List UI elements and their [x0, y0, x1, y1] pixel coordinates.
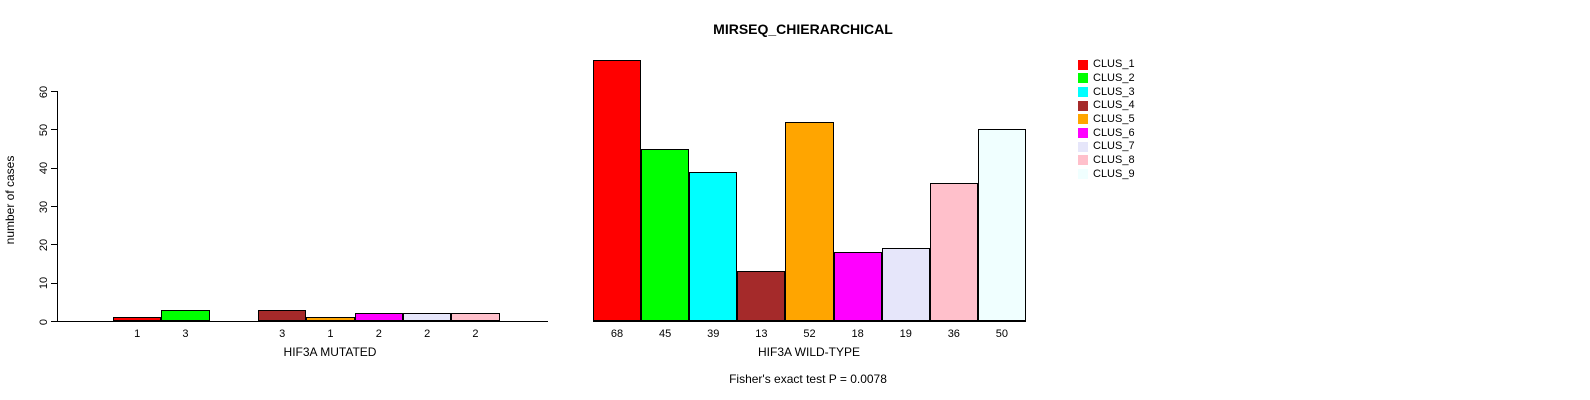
legend-swatch-clus_1: [1078, 59, 1088, 70]
y-tick-0: [51, 321, 57, 322]
bar-wildtype-clus_2: [641, 148, 690, 321]
bar-label-mutated-clus_7: 2: [424, 328, 431, 340]
legend-row-clus_2: CLUS_2: [1078, 72, 1135, 86]
legend-label-clus_6: CLUS_6: [1093, 126, 1135, 139]
bar-label-wildtype-clus_5: 52: [803, 328, 816, 340]
legend-label-clus_1: CLUS_1: [1093, 58, 1135, 71]
y-tick-label-40: 40: [38, 162, 50, 175]
legend-row-clus_3: CLUS_3: [1078, 85, 1135, 99]
y-tick-60: [51, 91, 57, 93]
bar-wildtype-clus_9: [977, 129, 1026, 321]
x-axis-label-wildtype: HIF3A WILD-TYPE: [757, 345, 861, 359]
legend-swatch-clus_2: [1078, 73, 1088, 84]
bar-label-wildtype-clus_9: 50: [995, 328, 1009, 340]
bar-label-mutated-clus_8: 2: [472, 328, 479, 340]
bar-wildtype-clus_6: [833, 252, 882, 321]
legend-row-clus_8: CLUS_8: [1078, 154, 1135, 168]
bar-label-mutated-clus_4: 3: [279, 328, 286, 340]
bar-label-mutated-clus_5: 1: [327, 328, 334, 340]
y-tick-20: [51, 244, 57, 246]
bar-mutated-clus_1: [113, 317, 162, 321]
legend-swatch-clus_8: [1078, 155, 1088, 166]
bar-label-mutated-clus_6: 2: [375, 328, 382, 340]
fisher-test-annotation: Fisher's exact test P = 0.0078: [729, 372, 887, 386]
legend-swatch-clus_6: [1078, 128, 1088, 139]
y-tick-10: [51, 282, 57, 284]
bar-wildtype-clus_5: [785, 121, 834, 321]
bar-wildtype-clus_7: [881, 248, 930, 321]
bar-mutated-clus_6: [354, 313, 403, 321]
y-tick-label-0: 0: [38, 318, 50, 325]
legend-row-clus_1: CLUS_1: [1078, 58, 1135, 72]
bar-label-wildtype-clus_4: 13: [755, 328, 768, 340]
legend-label-clus_2: CLUS_2: [1093, 71, 1135, 84]
legend-row-clus_4: CLUS_4: [1078, 99, 1135, 113]
bar-label-wildtype-clus_2: 45: [659, 328, 672, 340]
legend-swatch-clus_3: [1078, 87, 1088, 98]
bar-mutated-clus_5: [306, 317, 355, 321]
y-tick-40: [51, 167, 57, 169]
y-tick-label-10: 10: [38, 277, 50, 290]
legend-swatch-clus_5: [1078, 114, 1088, 125]
legend-label-clus_5: CLUS_5: [1093, 112, 1135, 125]
bar-label-wildtype-clus_8: 36: [947, 328, 960, 340]
bar-label-wildtype-clus_6: 18: [851, 328, 864, 340]
x-axis-line-mutated: [57, 321, 548, 322]
bar-label-wildtype-clus_1: 68: [610, 328, 624, 340]
legend-row-clus_5: CLUS_5: [1078, 113, 1135, 127]
bar-mutated-clus_4: [258, 309, 307, 321]
legend-label-clus_4: CLUS_4: [1093, 99, 1135, 112]
panel-hif3a-mutated: [113, 60, 548, 321]
chart-title: MIRSEQ_CHIERARCHICAL: [713, 21, 893, 37]
x-axis-line-wildtype: [593, 321, 1026, 322]
legend-swatch-clus_9: [1078, 169, 1088, 180]
bar-label-wildtype-clus_3: 39: [707, 328, 720, 340]
bar-wildtype-clus_4: [737, 271, 786, 321]
legend: CLUS_1 CLUS_2 CLUS_3 CLUS_4 CLUS_5 CLUS_6 CLUS…: [1078, 58, 1135, 181]
bar-wildtype-clus_8: [929, 183, 978, 321]
x-axis-label-mutated: HIF3A MUTATED: [283, 345, 377, 359]
bar-label-wildtype-clus_7: 19: [899, 328, 912, 340]
y-tick-label-20: 20: [38, 238, 50, 251]
legend-swatch-clus_4: [1078, 100, 1088, 111]
y-axis-label: number of cases: [3, 155, 17, 245]
bar-mutated-clus_7: [403, 313, 452, 321]
bar-wildtype-clus_3: [689, 171, 738, 321]
legend-row-clus_7: CLUS_7: [1078, 140, 1135, 154]
legend-label-clus_3: CLUS_3: [1093, 85, 1135, 98]
legend-label-clus_7: CLUS_7: [1093, 140, 1135, 153]
y-tick-label-30: 30: [38, 200, 50, 213]
y-tick-label-60: 60: [38, 85, 50, 98]
bar-wildtype-clus_1: [593, 60, 642, 321]
bar-mutated-clus_2: [161, 309, 210, 321]
bar-label-mutated-clus_2: 3: [182, 328, 189, 340]
y-tick-50: [51, 129, 57, 131]
legend-swatch-clus_7: [1078, 141, 1088, 152]
bar-mutated-clus_8: [451, 313, 500, 321]
y-axis-line: [57, 91, 58, 322]
legend-row-clus_9: CLUS_9: [1078, 167, 1135, 181]
legend-row-clus_6: CLUS_6: [1078, 126, 1135, 140]
bar-label-mutated-clus_1: 1: [134, 328, 141, 340]
panel-hif3a-wildtype: [593, 60, 1026, 321]
y-tick-label-50: 50: [38, 123, 50, 136]
legend-label-clus_8: CLUS_8: [1093, 153, 1135, 166]
legend-label-clus_9: CLUS_9: [1093, 167, 1135, 180]
y-tick-30: [51, 206, 57, 207]
